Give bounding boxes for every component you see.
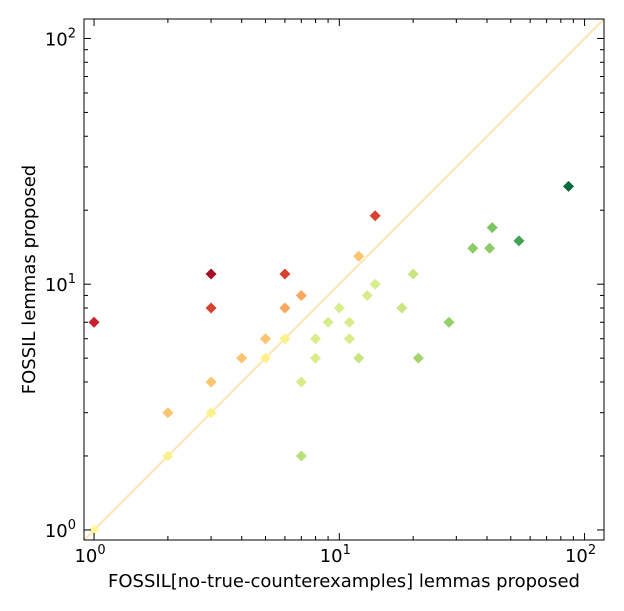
- data-point-15: [295, 376, 307, 388]
- data-point-36: [563, 180, 575, 192]
- data-point-0: [88, 524, 100, 536]
- data-point-3: [162, 407, 174, 419]
- data-point-11: [279, 333, 291, 345]
- data-point-12: [279, 302, 291, 314]
- x-tick-label-1: 101: [320, 543, 351, 567]
- data-point-23: [353, 352, 365, 364]
- data-point-16: [295, 450, 307, 462]
- data-points: [88, 180, 575, 536]
- data-point-7: [205, 268, 217, 280]
- x-axis-ticks: 100 101 102: [74, 19, 596, 567]
- data-point-13: [279, 268, 291, 280]
- data-point-27: [369, 210, 381, 222]
- y-tick-label-2: 102: [45, 26, 76, 50]
- data-point-18: [310, 333, 322, 345]
- y-axis-ticks: 100 101 102: [45, 26, 604, 542]
- data-point-19: [322, 316, 334, 328]
- data-point-17: [310, 352, 322, 364]
- y-tick-label-0: 100: [45, 518, 76, 542]
- data-point-5: [205, 376, 217, 388]
- data-point-6: [205, 302, 217, 314]
- axes-frame: [83, 18, 605, 541]
- data-point-4: [205, 407, 217, 419]
- data-point-8: [236, 352, 248, 364]
- x-axis-label: FOSSIL[no-true-counterexamples] lemmas p…: [108, 571, 580, 592]
- x-tick-label-0: 100: [74, 543, 105, 567]
- y-tick-label-1: 101: [45, 272, 76, 296]
- data-point-24: [353, 250, 365, 262]
- data-point-30: [412, 352, 424, 364]
- data-point-35: [513, 235, 525, 247]
- data-point-1: [88, 316, 100, 328]
- data-point-20: [333, 302, 345, 314]
- data-point-22: [343, 316, 355, 328]
- data-point-29: [407, 268, 419, 280]
- data-point-32: [467, 242, 479, 254]
- data-point-14: [295, 289, 307, 301]
- y-axis-label: FOSSIL lemmas proposed: [19, 165, 40, 394]
- diagonal-reference-line: [83, 18, 605, 541]
- data-point-2: [162, 450, 174, 462]
- data-point-26: [369, 278, 381, 290]
- data-point-25: [361, 289, 373, 301]
- plot-area: [83, 18, 605, 541]
- data-point-33: [484, 242, 496, 254]
- data-point-10: [259, 333, 271, 345]
- data-point-21: [343, 333, 355, 345]
- data-point-31: [443, 316, 455, 328]
- data-point-28: [396, 302, 408, 314]
- x-tick-label-2: 102: [565, 543, 596, 567]
- data-point-34: [486, 222, 498, 234]
- data-point-9: [259, 352, 271, 364]
